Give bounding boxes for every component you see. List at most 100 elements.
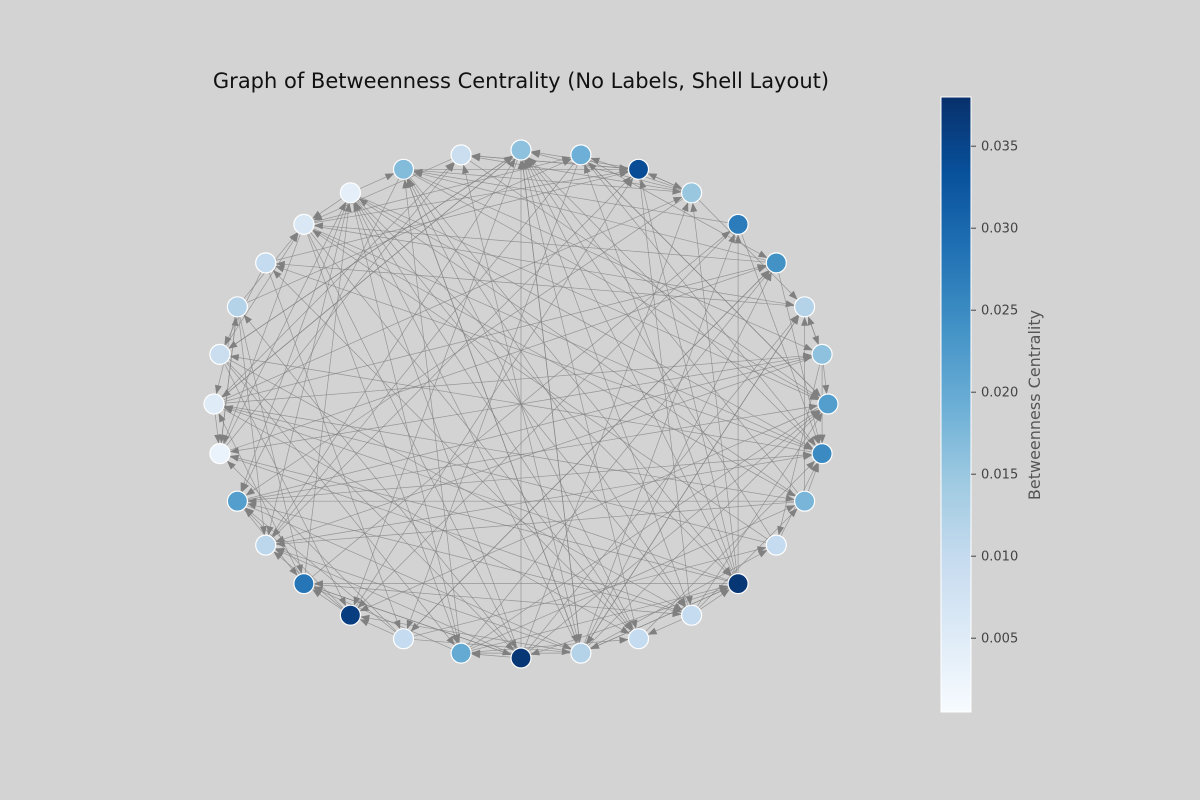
edge-arrowhead xyxy=(722,567,731,577)
graph-edge xyxy=(580,154,822,398)
graph-edge xyxy=(640,179,739,584)
graph-node xyxy=(680,604,703,626)
chart-title: Graph of Betweenness Centrality (No Labe… xyxy=(213,69,829,93)
edge-arrowhead xyxy=(272,528,281,538)
graph-edge xyxy=(303,170,629,225)
graph-edge xyxy=(403,638,571,653)
edge-arrowhead xyxy=(586,635,595,645)
graph-edge xyxy=(223,406,739,584)
graph-edge xyxy=(313,586,522,659)
graph-node xyxy=(727,572,749,595)
edge-arrowhead xyxy=(312,230,322,238)
graph-edge xyxy=(219,316,237,454)
edge-arrowhead xyxy=(807,316,815,326)
graph-node xyxy=(811,443,833,465)
edge-arrowhead xyxy=(413,169,423,176)
graph-edge xyxy=(213,264,767,405)
edge-arrowhead xyxy=(734,234,742,244)
edge-arrowhead xyxy=(313,580,323,588)
graph-edge xyxy=(245,192,692,496)
edge-arrowhead xyxy=(358,198,369,207)
edge-arrowhead xyxy=(504,156,514,165)
edge-arrowhead xyxy=(647,173,658,181)
graph-edge xyxy=(240,192,351,492)
colorbar-tick-label: 0.020 xyxy=(981,386,1018,401)
edge-arrowhead xyxy=(672,605,683,613)
edge-arrowhead xyxy=(801,316,809,326)
graph-node xyxy=(339,182,361,204)
edge-arrowhead xyxy=(676,598,686,608)
graph-edge xyxy=(237,306,302,574)
graph-edge xyxy=(265,454,813,546)
graph-edge xyxy=(350,192,686,608)
edge-arrowhead xyxy=(806,460,816,470)
edge-arrowhead xyxy=(530,648,541,656)
edge-arrowhead xyxy=(672,181,683,189)
graph-edge xyxy=(265,171,629,264)
colorbar-label: Betweenness Centrality xyxy=(1025,310,1044,500)
graph-edge xyxy=(237,158,572,308)
colorbar-tick-label: 0.015 xyxy=(981,468,1018,483)
graph-edge xyxy=(530,152,692,194)
graph-edge xyxy=(275,548,582,654)
colorbar-tick-label: 0.025 xyxy=(981,304,1018,319)
graph-edge xyxy=(229,354,823,453)
edge-arrowhead xyxy=(812,411,821,420)
edge-arrowhead xyxy=(757,550,768,558)
edge-arrowhead xyxy=(247,497,257,505)
graph-node xyxy=(765,252,787,274)
graph-node xyxy=(765,534,787,556)
edge-arrowhead xyxy=(812,335,819,346)
graph-edge xyxy=(520,314,799,659)
graph-node xyxy=(727,213,749,235)
graph-edge xyxy=(407,178,639,639)
edge-arrowhead xyxy=(672,610,682,618)
edge-arrowhead xyxy=(619,170,629,178)
edge-arrowhead xyxy=(272,270,282,279)
graph-edge xyxy=(274,548,522,659)
graph-edge xyxy=(527,156,823,454)
edge-arrowhead xyxy=(406,619,414,630)
edge-arrowhead xyxy=(802,355,813,363)
edge-arrowhead xyxy=(690,202,698,213)
edge-arrowhead xyxy=(672,196,683,204)
graph-edge xyxy=(580,233,735,654)
graph-node xyxy=(293,572,315,595)
edge-arrowhead xyxy=(260,525,267,536)
graph-edge xyxy=(461,585,729,654)
graph-node xyxy=(627,628,650,650)
edge-arrowhead xyxy=(507,158,516,168)
edge-arrowhead xyxy=(296,564,303,574)
edge-arrowhead xyxy=(590,642,600,650)
graph-edge xyxy=(691,192,798,300)
graph-edge xyxy=(527,157,805,502)
colorbar-ticks: 0.005 0.010 0.015 0.020 0.025 0.030 0.035 xyxy=(971,140,1018,647)
graph-edge xyxy=(213,196,683,405)
graph-edge xyxy=(406,154,582,630)
graph-node xyxy=(570,642,592,664)
edge-arrowhead xyxy=(562,642,572,650)
graph-edge xyxy=(219,354,515,652)
graph-edge xyxy=(226,460,404,639)
edge-arrowhead xyxy=(451,634,458,644)
graph-edge xyxy=(406,178,582,654)
edge-arrowhead xyxy=(822,384,830,395)
graph-edge xyxy=(520,410,821,659)
edge-arrowhead xyxy=(625,177,634,188)
edge-arrowhead xyxy=(384,173,395,181)
edge-arrowhead xyxy=(764,271,772,282)
edge-arrowhead xyxy=(245,507,255,516)
edge-arrowhead xyxy=(354,201,363,212)
edge-arrowhead xyxy=(803,442,813,450)
graph-edge xyxy=(219,201,347,454)
graph-edge xyxy=(312,229,777,546)
edge-arrowhead xyxy=(814,412,823,422)
graph-edge xyxy=(213,403,795,500)
graph-edge xyxy=(272,269,639,639)
edge-arrowhead xyxy=(809,393,819,400)
graph-edge xyxy=(244,508,351,616)
graph-edge xyxy=(219,232,299,355)
graph-edge xyxy=(353,202,522,659)
graph-node xyxy=(339,604,361,626)
